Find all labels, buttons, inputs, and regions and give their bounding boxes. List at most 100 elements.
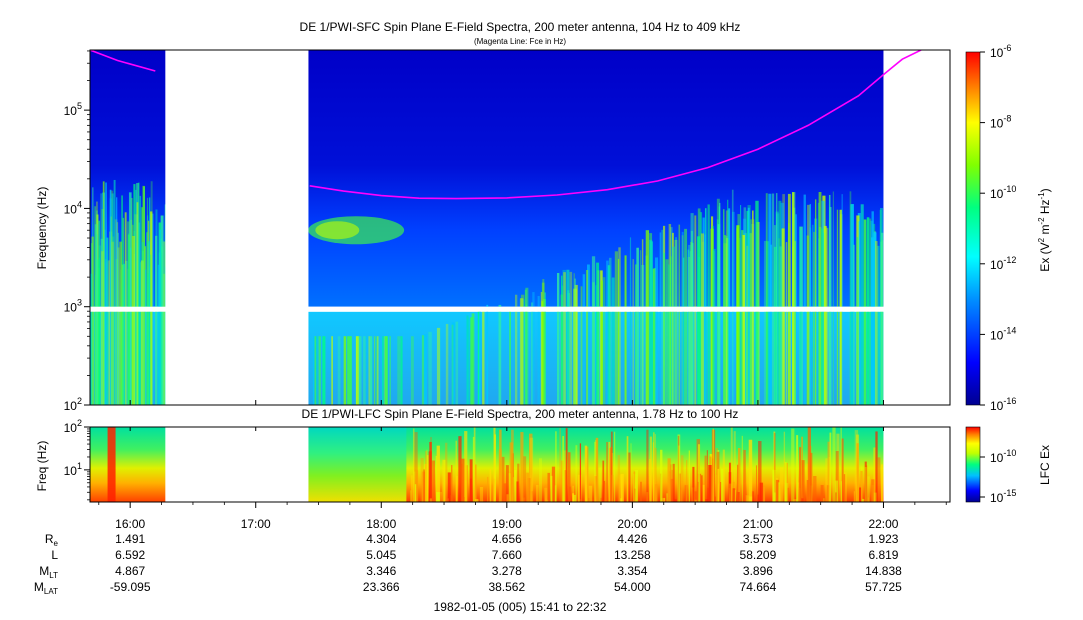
lfc-emission-streak — [435, 455, 437, 502]
lfc-emission-streak — [666, 493, 669, 502]
lfc-emission-streak — [835, 450, 839, 502]
lfc-emission-streak — [820, 485, 824, 502]
lfc-emission-streak — [828, 457, 830, 502]
lfc-emission-streak — [867, 497, 870, 502]
sfc-emission-streak — [134, 189, 137, 405]
fce-line — [90, 50, 156, 72]
lfc-emission-streak — [505, 465, 509, 502]
sfc-emission-streak — [400, 336, 403, 405]
lfc-emission-streak — [861, 498, 865, 502]
ephemeris-value: 4.304 — [366, 532, 396, 546]
lfc-emission-streak — [873, 490, 877, 502]
lfc-emission-streak — [426, 455, 429, 502]
sfc-emission-streak — [682, 257, 685, 405]
sfc-emission-streak — [618, 258, 620, 405]
sfc-emission-streak — [486, 304, 489, 405]
lfc-emission-streak — [840, 481, 842, 502]
lfc-emission-streak — [598, 467, 602, 502]
lfc-emission-streak — [797, 482, 800, 502]
sfc-emission-streak — [482, 311, 485, 405]
lfc-emission-streak — [520, 432, 524, 502]
ephemeris-value: 3.354 — [617, 564, 647, 578]
sfc-emission-streak — [102, 181, 105, 405]
sfc-spectrogram — [90, 50, 950, 405]
sfc-emission-streak — [537, 295, 540, 405]
sfc-emission-streak — [687, 249, 690, 405]
lfc-emission-streak — [551, 466, 556, 502]
sfc-emission-streak — [591, 256, 596, 405]
lfc-emission-streak — [715, 448, 719, 502]
sfc-emission-streak — [632, 259, 634, 405]
lfc-emission-streak — [445, 442, 448, 502]
lfc-emission-streak — [412, 428, 415, 502]
lfc-colorbar-tick-label: 10-10 — [990, 448, 1016, 465]
lfc-emission-streak — [677, 435, 680, 502]
lfc-emission-streak — [563, 450, 568, 502]
sfc-emission-streak — [880, 232, 884, 405]
lfc-emission-streak — [618, 474, 623, 502]
lfc-emission-streak — [757, 494, 759, 502]
sfc-emission-streak — [769, 244, 773, 405]
ephemeris-value: 38.562 — [488, 580, 525, 594]
x-tick-label: 21:00 — [743, 517, 773, 531]
sfc-emission-streak — [747, 207, 750, 405]
sfc-emission-streak — [312, 336, 315, 405]
sfc-emission-streak — [139, 195, 142, 405]
sfc-emission-streak — [681, 231, 684, 405]
lfc-emission-streak — [674, 499, 677, 502]
lfc-emission-streak — [562, 436, 564, 502]
lfc-emission-streak — [843, 474, 846, 502]
lfc-colorbar — [965, 426, 981, 503]
sfc-emission-streak — [661, 229, 665, 405]
sfc-emission-streak — [159, 229, 162, 405]
sfc-emission-streak — [147, 273, 149, 405]
sfc-emission-streak — [132, 235, 135, 405]
sfc-emission-streak — [582, 274, 586, 405]
lfc-emission-streak — [832, 427, 836, 502]
sfc-emission-streak — [111, 241, 115, 405]
lfc-emission-streak — [473, 427, 476, 502]
sfc-emission-streak — [365, 336, 368, 405]
sfc-colorbar-tick-label: 10-14 — [990, 325, 1016, 342]
lfc-emission-streak — [806, 480, 809, 502]
lfc-band-early — [308, 427, 407, 502]
sfc-emission-streak — [841, 194, 844, 405]
sfc-emission-streak — [775, 193, 778, 405]
ephemeris-row-label: Re — [45, 532, 59, 548]
lfc-emission-streak — [728, 472, 732, 502]
sfc-emission-streak — [803, 194, 806, 405]
sfc-emission-streak — [451, 322, 455, 405]
lfc-emission-streak — [640, 481, 642, 502]
lfc-emission-streak — [669, 478, 674, 502]
sfc-emission-streak — [377, 336, 379, 405]
sfc-emission-streak — [635, 264, 637, 405]
sfc-emission-streak — [736, 228, 738, 405]
sfc-emission-streak — [670, 256, 672, 405]
sfc-emission-streak — [100, 238, 104, 405]
lfc-emission-streak — [594, 441, 596, 502]
lfc-emission-streak — [423, 469, 425, 502]
sfc-emission-streak — [691, 243, 694, 405]
lfc-emission-streak — [678, 473, 681, 502]
sfc-emission-streak — [531, 302, 534, 405]
lfc-emission-streak — [426, 449, 428, 502]
sfc-emission-streak — [91, 236, 94, 405]
lfc-emission-streak — [602, 460, 605, 502]
lfc-emission-streak — [567, 452, 571, 502]
sfc-y-tick-label: 104 — [64, 199, 82, 216]
lfc-emission-streak — [854, 430, 859, 502]
lfc-emission-streak — [420, 457, 424, 502]
sfc-emission-streak — [600, 280, 603, 405]
sfc-emission-streak — [813, 231, 816, 405]
lfc-emission-streak — [871, 479, 875, 502]
lfc-emission-streak — [669, 471, 671, 502]
sfc-emission-streak — [607, 265, 611, 405]
lfc-emission-streak — [877, 457, 881, 502]
sfc-emission-streak — [147, 241, 151, 405]
sfc-colorbar — [965, 51, 981, 406]
sfc-emission-streak — [869, 218, 871, 405]
ephemeris-row-label: L — [51, 548, 58, 562]
sfc-emission-streak — [740, 205, 742, 405]
fce-line — [309, 50, 922, 200]
sfc-emission-streak — [479, 309, 482, 405]
